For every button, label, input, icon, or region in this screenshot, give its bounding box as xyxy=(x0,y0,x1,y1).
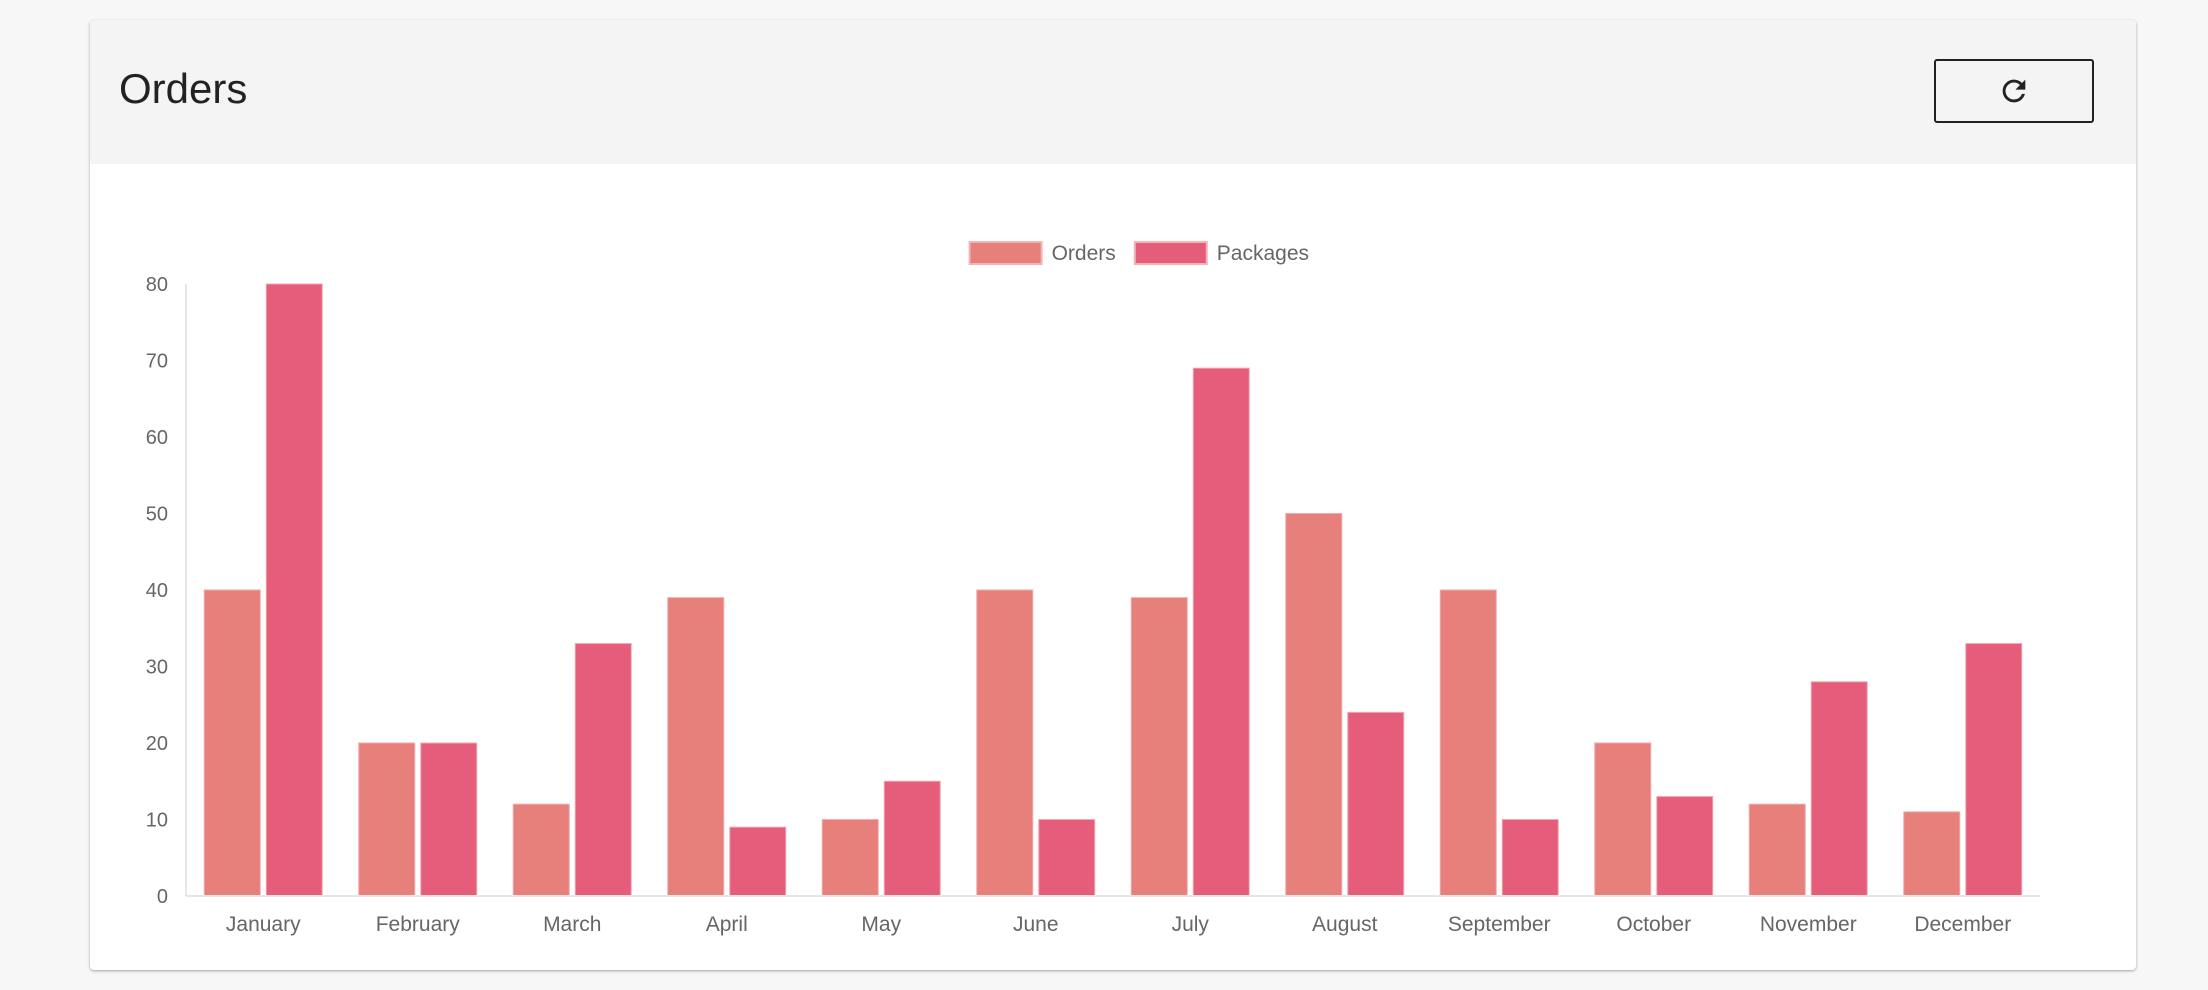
bar-packages-december[interactable] xyxy=(1965,643,2023,897)
chart-area: Orders Packages 0 10 20 30 40 50 60 70 80 January… xyxy=(90,164,2136,970)
y-axis: 0 10 20 30 40 50 60 70 80 xyxy=(146,274,187,908)
card-header: Orders xyxy=(90,20,2136,164)
bar-packages-march[interactable] xyxy=(574,643,632,897)
bar-packages-july[interactable] xyxy=(1192,367,1250,897)
x-tick-label: April xyxy=(706,913,748,936)
x-axis: January February March April May June July Augu… xyxy=(186,895,2040,936)
bar-packages-september[interactable] xyxy=(1501,819,1559,897)
legend-label-1: Packages xyxy=(1217,242,1309,265)
y-tick-label: 80 xyxy=(146,274,168,296)
x-tick-label: December xyxy=(1914,913,2011,936)
y-tick-label: 70 xyxy=(146,351,168,373)
x-tick-label: August xyxy=(1312,913,1378,936)
bar-orders-december[interactable] xyxy=(1903,811,1961,897)
bars xyxy=(203,283,2023,897)
y-tick-label: 60 xyxy=(146,427,168,449)
x-tick-label: October xyxy=(1616,913,1691,936)
bar-orders-february[interactable] xyxy=(358,742,416,897)
y-tick-label: 0 xyxy=(157,886,168,908)
x-tick-label: January xyxy=(226,913,301,936)
x-tick-label: November xyxy=(1760,913,1857,936)
x-tick-label: March xyxy=(543,913,601,936)
x-tick-label: February xyxy=(376,913,461,936)
y-tick-label: 20 xyxy=(146,733,168,755)
orders-bar-chart: Orders Packages 0 10 20 30 40 50 60 70 80 January… xyxy=(146,241,2040,936)
card-title: Orders xyxy=(119,65,248,112)
bar-orders-april[interactable] xyxy=(667,597,725,897)
bar-packages-june[interactable] xyxy=(1038,819,1096,897)
bar-packages-may[interactable] xyxy=(883,780,941,897)
bar-packages-january[interactable] xyxy=(265,283,323,897)
x-tick-label: July xyxy=(1172,913,1210,936)
x-tick-label: May xyxy=(861,913,901,936)
y-tick-label: 50 xyxy=(146,504,168,526)
legend-swatch-0[interactable] xyxy=(968,241,1043,265)
y-tick-label: 40 xyxy=(146,580,168,602)
bar-packages-august[interactable] xyxy=(1347,711,1405,897)
refresh-button[interactable] xyxy=(1934,59,2094,123)
bar-orders-november[interactable] xyxy=(1748,803,1806,897)
x-tick-label: September xyxy=(1448,913,1551,936)
bar-orders-july[interactable] xyxy=(1130,597,1188,897)
orders-card: Orders Orders Packages 0 10 20 30 40 50 60 70 80 … xyxy=(90,20,2136,970)
bar-packages-april[interactable] xyxy=(729,826,787,897)
bar-orders-august[interactable] xyxy=(1285,513,1343,897)
legend-swatch-1[interactable] xyxy=(1133,241,1208,265)
bar-orders-may[interactable] xyxy=(821,819,879,897)
bar-orders-june[interactable] xyxy=(976,589,1034,897)
chart-legend: Orders Packages xyxy=(968,241,1309,265)
bar-packages-october[interactable] xyxy=(1656,796,1714,897)
y-tick-label: 10 xyxy=(146,810,168,832)
bar-orders-march[interactable] xyxy=(512,803,570,897)
bar-packages-november[interactable] xyxy=(1810,681,1868,897)
refresh-icon xyxy=(1997,74,2031,108)
x-tick-label: June xyxy=(1013,913,1059,936)
bar-orders-october[interactable] xyxy=(1594,742,1652,897)
legend-label-0: Orders xyxy=(1052,242,1116,265)
bar-packages-february[interactable] xyxy=(420,742,478,897)
bar-orders-september[interactable] xyxy=(1439,589,1497,897)
bar-orders-january[interactable] xyxy=(203,589,261,897)
y-tick-label: 30 xyxy=(146,657,168,679)
